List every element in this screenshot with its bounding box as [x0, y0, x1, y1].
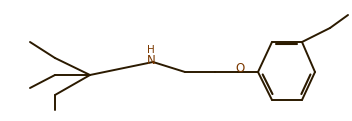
Text: O: O: [235, 62, 244, 75]
Text: N: N: [147, 54, 156, 67]
Text: H: H: [147, 45, 155, 55]
